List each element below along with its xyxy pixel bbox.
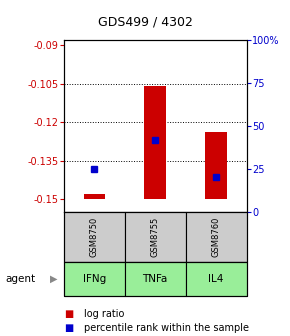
Bar bbox=[84, 194, 105, 199]
Text: ■: ■ bbox=[64, 323, 73, 333]
Text: ■: ■ bbox=[64, 309, 73, 319]
Text: IL4: IL4 bbox=[208, 274, 224, 284]
Text: GSM8760: GSM8760 bbox=[211, 217, 221, 257]
Bar bbox=[144, 86, 166, 199]
Text: agent: agent bbox=[6, 274, 36, 284]
Text: GDS499 / 4302: GDS499 / 4302 bbox=[97, 15, 193, 28]
Text: log ratio: log ratio bbox=[84, 309, 124, 319]
Text: percentile rank within the sample: percentile rank within the sample bbox=[84, 323, 249, 333]
Bar bbox=[205, 132, 227, 199]
Text: GSM8750: GSM8750 bbox=[90, 217, 99, 257]
Text: TNFa: TNFa bbox=[142, 274, 168, 284]
Text: ▶: ▶ bbox=[50, 274, 57, 284]
Text: IFNg: IFNg bbox=[83, 274, 106, 284]
Text: GSM8755: GSM8755 bbox=[151, 217, 160, 257]
